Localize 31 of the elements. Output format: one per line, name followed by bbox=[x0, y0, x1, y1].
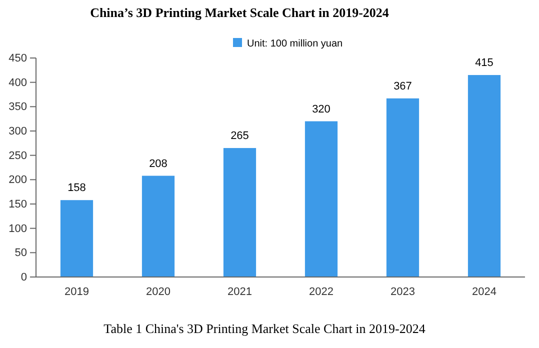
x-tick-label: 2024 bbox=[472, 286, 496, 298]
data-label: 265 bbox=[230, 130, 249, 142]
data-label: 367 bbox=[394, 80, 412, 92]
y-tick-label: 150 bbox=[8, 198, 27, 211]
data-label: 320 bbox=[312, 103, 330, 116]
y-tick-label: 50 bbox=[14, 247, 27, 260]
bar bbox=[142, 176, 175, 277]
x-tick-label: 2022 bbox=[309, 286, 334, 298]
y-tick-label: 0 bbox=[20, 272, 27, 284]
x-tick-label: 2020 bbox=[146, 286, 170, 298]
bar bbox=[223, 148, 256, 277]
bar bbox=[468, 75, 501, 277]
bar bbox=[60, 200, 94, 277]
chart-title: China’s 3D Printing Market Scale Chart in 2019-2024 bbox=[90, 5, 390, 20]
y-tick-label: 350 bbox=[8, 101, 27, 114]
y-tick-label: 450 bbox=[8, 52, 27, 65]
data-label: 208 bbox=[149, 158, 168, 170]
data-label: 415 bbox=[475, 57, 494, 70]
y-tick-label: 200 bbox=[8, 174, 27, 186]
y-tick-label: 250 bbox=[8, 150, 27, 162]
y-tick-label: 400 bbox=[8, 76, 27, 89]
caption: Table 1 China's 3D Printing Market Scale Chart in 2019-2024 bbox=[104, 321, 426, 336]
bar bbox=[386, 98, 420, 277]
legend-label: Unit: 100 million yuan bbox=[247, 38, 343, 50]
y-tick-label: 100 bbox=[8, 222, 27, 235]
y-tick-label: 300 bbox=[8, 126, 27, 138]
x-tick-label: 2021 bbox=[228, 286, 252, 298]
bar bbox=[304, 121, 338, 277]
x-tick-label: 2023 bbox=[390, 286, 415, 298]
data-label: 158 bbox=[68, 182, 86, 194]
x-tick-label: 2019 bbox=[64, 286, 89, 298]
